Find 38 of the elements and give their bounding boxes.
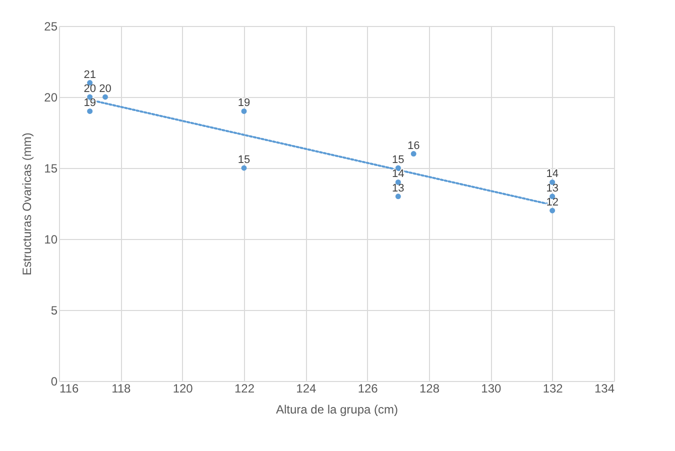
data-label: 19 [238,97,250,110]
point [395,194,401,200]
data-label: 12 [546,196,558,209]
x-tick-label: 122 [234,382,255,396]
point [102,94,108,100]
x-tick-label: 134 [594,382,615,396]
data-label: 15 [392,154,404,166]
data-label: 20 [84,83,96,95]
x-tick-label: 132 [542,382,564,396]
x-tick-label: 130 [481,382,502,396]
data-label: 14 [546,168,558,180]
x-tick-label: 118 [112,382,132,396]
x-tick-label: 126 [358,382,378,396]
y-tick-label: 15 [44,162,58,176]
point [241,165,247,171]
point [550,208,556,214]
data-label: 13 [546,182,558,194]
x-tick-label: 116 [60,382,79,396]
data-label: 16 [407,140,420,152]
x-tick-label: 124 [296,382,316,396]
y-tick-label: 10 [44,232,58,246]
data-label: 19 [84,97,96,110]
x-tick-label: 128 [419,382,440,396]
x-axis-title: Altura de la grupa (cm) [276,402,398,416]
point [87,108,93,114]
data-label: 20 [99,83,112,95]
point [410,151,416,157]
point [241,108,247,114]
data-label: 13 [392,182,404,194]
y-tick-label: 25 [44,20,58,34]
y-tick-label: 5 [50,304,58,318]
y-tick-label: 20 [44,90,58,104]
y-tick-label: 0 [50,374,58,388]
y-axis-title: Estructuras Ovaricas (mm) [20,132,34,276]
data-label: 15 [238,154,250,166]
x-tick-label: 120 [172,382,194,396]
data-label: 14 [392,168,404,180]
data-label: 21 [84,68,96,81]
